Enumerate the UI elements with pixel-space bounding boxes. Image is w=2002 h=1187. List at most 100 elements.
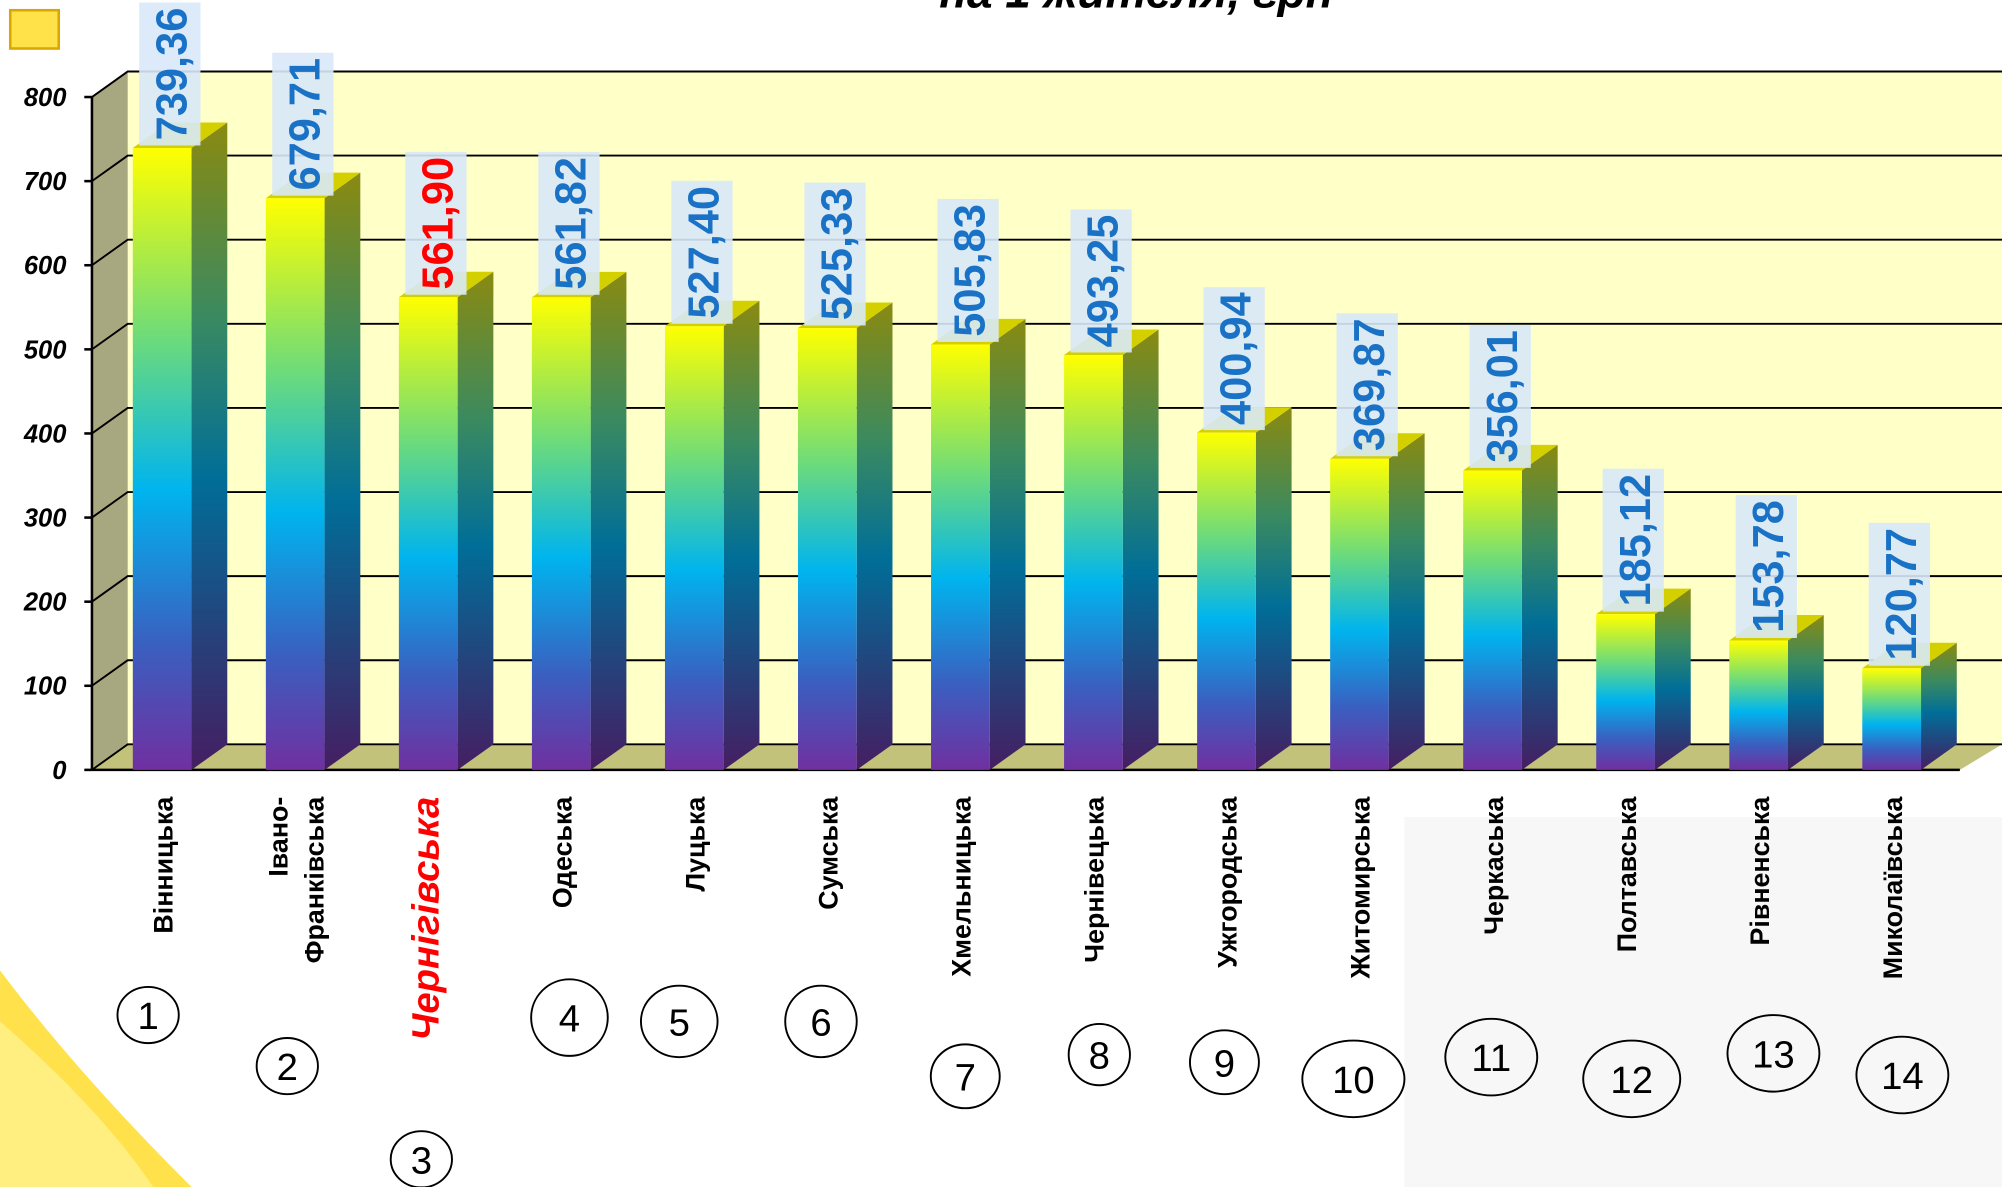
category-group: Черкаська bbox=[1479, 796, 1509, 935]
bar bbox=[931, 344, 990, 770]
category-group: Івано- Франківська bbox=[264, 796, 330, 964]
y-tick-label: 500 bbox=[24, 336, 67, 364]
value-label-box bbox=[937, 198, 999, 342]
value-label-box bbox=[1602, 468, 1664, 612]
y-tick-label: 600 bbox=[24, 252, 67, 280]
bar bbox=[1463, 470, 1522, 770]
rank-circle bbox=[1582, 1039, 1682, 1119]
rank-circle bbox=[530, 978, 609, 1057]
value-label-box bbox=[804, 182, 866, 326]
rank-label: 12 bbox=[1610, 1059, 1653, 1102]
bar-side bbox=[1787, 615, 1824, 770]
rank-circle bbox=[1726, 1014, 1821, 1093]
value-label: 356,01 bbox=[1479, 330, 1527, 463]
bar bbox=[1064, 355, 1123, 770]
bar bbox=[398, 297, 458, 770]
rank-circle bbox=[1189, 1029, 1260, 1096]
grid-line bbox=[91, 154, 2002, 182]
category-group: Одеська bbox=[547, 796, 577, 909]
bar-side bbox=[1921, 642, 1957, 770]
rank-label: 1 bbox=[137, 995, 158, 1038]
value-label-box bbox=[1735, 495, 1797, 638]
rank-label: 9 bbox=[1214, 1042, 1235, 1085]
value-label: 369,87 bbox=[1346, 318, 1394, 451]
value-label-group: 739,36 bbox=[139, 2, 201, 146]
floor bbox=[91, 744, 2002, 770]
value-label-box bbox=[1469, 324, 1531, 468]
category-group: Рівненська bbox=[1745, 796, 1775, 946]
category-group: Миколаївська bbox=[1878, 796, 1908, 980]
x-tick-label: Чернівецька bbox=[1080, 796, 1110, 963]
rank-label: 7 bbox=[955, 1056, 976, 1099]
category-group: Полтавська bbox=[1612, 796, 1642, 953]
x-tick-label: Чернігівська bbox=[404, 797, 447, 1041]
chart-title: на 1 жителя, грн bbox=[939, 0, 1333, 18]
bar-side bbox=[989, 318, 1026, 770]
bar bbox=[132, 148, 192, 770]
bar-side bbox=[191, 122, 228, 770]
bar-side bbox=[1388, 433, 1425, 770]
x-tick-label: Черкаська bbox=[1479, 796, 1509, 935]
bar-side bbox=[1255, 407, 1292, 770]
bar-side bbox=[856, 302, 893, 770]
bar-side bbox=[723, 300, 760, 770]
value-label-group: 493,25 bbox=[1070, 209, 1132, 353]
category-group: Хмельницька bbox=[947, 796, 977, 977]
bar bbox=[664, 326, 724, 770]
value-label-group: 120,77 bbox=[1868, 522, 1930, 666]
grid-line bbox=[91, 238, 2002, 267]
y-tick-label: 800 bbox=[24, 84, 67, 112]
y-tick-label: 700 bbox=[24, 168, 67, 196]
rank-circle bbox=[1855, 1035, 1950, 1115]
rank-circle bbox=[1067, 1023, 1131, 1087]
value-label: 525,33 bbox=[814, 188, 862, 321]
value-label: 153,78 bbox=[1745, 500, 1793, 633]
decoration bbox=[0, 1021, 154, 1187]
bar bbox=[1729, 640, 1788, 770]
rank-label: 2 bbox=[277, 1046, 298, 1089]
value-label-group: 153,78 bbox=[1735, 495, 1797, 638]
value-label-box bbox=[671, 180, 733, 324]
value-label-group: 369,87 bbox=[1336, 313, 1398, 457]
value-label: 739,36 bbox=[148, 8, 196, 141]
value-label: 120,77 bbox=[1878, 528, 1926, 661]
plot: 0 100 200 300 400 500 600 700 800 739,36 Вінницька… bbox=[23, 2, 2002, 1187]
x-tick-label: Сумська bbox=[814, 796, 844, 910]
value-label-group: 356,01 bbox=[1469, 324, 1531, 468]
value-label-box bbox=[1336, 313, 1398, 457]
value-label-group: 679,71 bbox=[272, 52, 334, 196]
bar bbox=[1197, 432, 1256, 770]
value-label-group: 561,82 bbox=[538, 151, 600, 295]
value-label-group: 527,40 bbox=[671, 180, 733, 324]
decoration bbox=[1404, 817, 2002, 1187]
rank-circle bbox=[784, 984, 858, 1059]
category-group: Вінницька bbox=[148, 796, 178, 934]
x-tick-label: Миколаївська bbox=[1878, 796, 1908, 980]
icon bbox=[8, 8, 61, 50]
rank-circle bbox=[1444, 1017, 1539, 1097]
rank-label: 6 bbox=[810, 1001, 831, 1044]
value-label: 527,40 bbox=[681, 186, 729, 319]
x-tick-label: Ужгородська bbox=[1213, 796, 1243, 968]
bar bbox=[531, 297, 591, 770]
rank-label: 10 bbox=[1332, 1059, 1375, 1102]
value-label-box bbox=[1070, 209, 1132, 353]
bar bbox=[1330, 458, 1389, 770]
category-group: Житомирська bbox=[1346, 796, 1376, 980]
value-label: 679,71 bbox=[281, 58, 329, 191]
rank-circle bbox=[255, 1037, 319, 1096]
value-label: 561,90 bbox=[415, 157, 463, 290]
rank-label: 13 bbox=[1752, 1033, 1795, 1076]
bar-side bbox=[1521, 444, 1558, 770]
value-label-box bbox=[1203, 287, 1265, 431]
value-label-box bbox=[272, 52, 334, 196]
value-label-group: 561,90 bbox=[405, 151, 467, 295]
x-tick-label: Хмельницька bbox=[947, 796, 977, 977]
x-tick-label: Рівненська bbox=[1745, 796, 1775, 946]
value-label-box bbox=[1868, 522, 1930, 666]
y-tick-label: 100 bbox=[24, 673, 67, 701]
value-label-group: 525,33 bbox=[804, 182, 866, 326]
rank-label: 14 bbox=[1881, 1055, 1924, 1098]
